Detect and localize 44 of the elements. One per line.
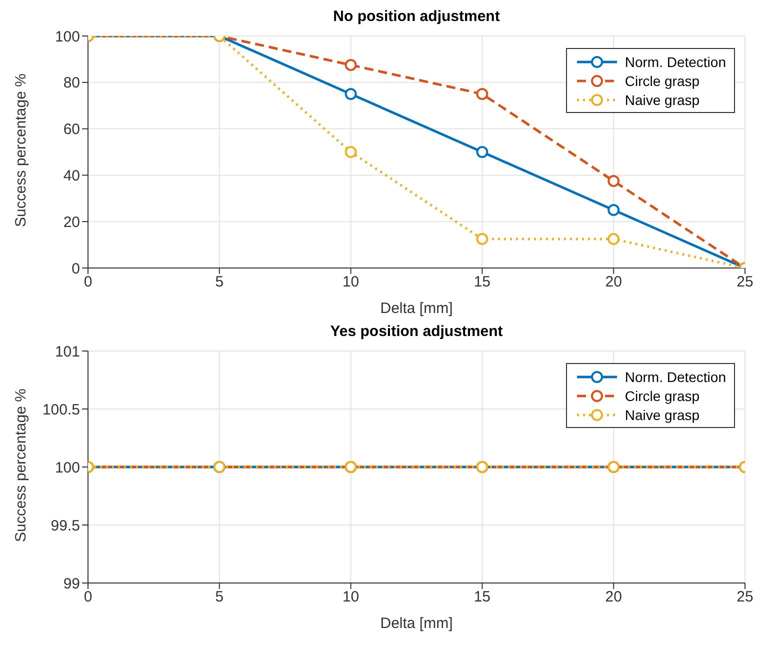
y-tick-label: 0 — [72, 260, 80, 278]
x-tick-label: 25 — [736, 274, 754, 291]
x-tick-label: 10 — [342, 588, 360, 606]
y-axis-title: Success percentage % — [12, 74, 30, 227]
chart-title: No position adjustment — [332, 8, 501, 27]
y-tick-label: 99.5 — [50, 517, 80, 534]
point — [344, 59, 357, 71]
point — [608, 175, 620, 187]
x-tick-label: 5 — [215, 274, 224, 291]
y-tick-label: 20 — [63, 214, 80, 231]
point — [476, 233, 488, 245]
point — [476, 146, 488, 158]
x-tick-label: 5 — [215, 588, 224, 606]
y-tick-label: 40 — [63, 168, 80, 185]
point — [476, 88, 488, 100]
x-tick-label: 15 — [474, 274, 491, 291]
x-tick-label: 20 — [605, 588, 622, 606]
y-tick-label: 99 — [63, 575, 80, 592]
legend-label: Naive grasp — [624, 92, 700, 108]
y-tick-label: 101 — [54, 343, 80, 360]
legend-label: Naive grasp — [624, 406, 700, 422]
point — [344, 88, 357, 100]
x-axis-title: Delta [mm] — [380, 615, 453, 632]
x-tick-label: 10 — [342, 274, 360, 291]
x-axis-title: Delta [mm] — [380, 300, 453, 317]
x-tick-label: 15 — [474, 588, 491, 606]
point — [344, 146, 357, 158]
y-tick-label: 60 — [63, 121, 80, 138]
legend-label: Circle grasp — [624, 388, 700, 404]
x-tick-label: 0 — [84, 588, 92, 606]
x-tick-label: 25 — [736, 588, 754, 606]
y-tick-label: 100 — [54, 28, 80, 46]
x-tick-label: 0 — [84, 274, 92, 291]
y-tick-label: 100.5 — [42, 401, 80, 418]
legend-label: Norm. Detection — [624, 368, 726, 384]
x-tick-label: 20 — [605, 274, 622, 291]
y-tick-label: 100 — [54, 459, 80, 476]
y-axis-title: Success percentage % — [12, 388, 30, 542]
point — [608, 204, 620, 216]
y-tick-label: 80 — [63, 74, 80, 92]
point — [608, 233, 620, 245]
chart-title: Yes position adjustment — [329, 323, 504, 342]
legend-label: Norm. Detection — [624, 54, 726, 70]
legend-label: Circle grasp — [624, 72, 700, 88]
